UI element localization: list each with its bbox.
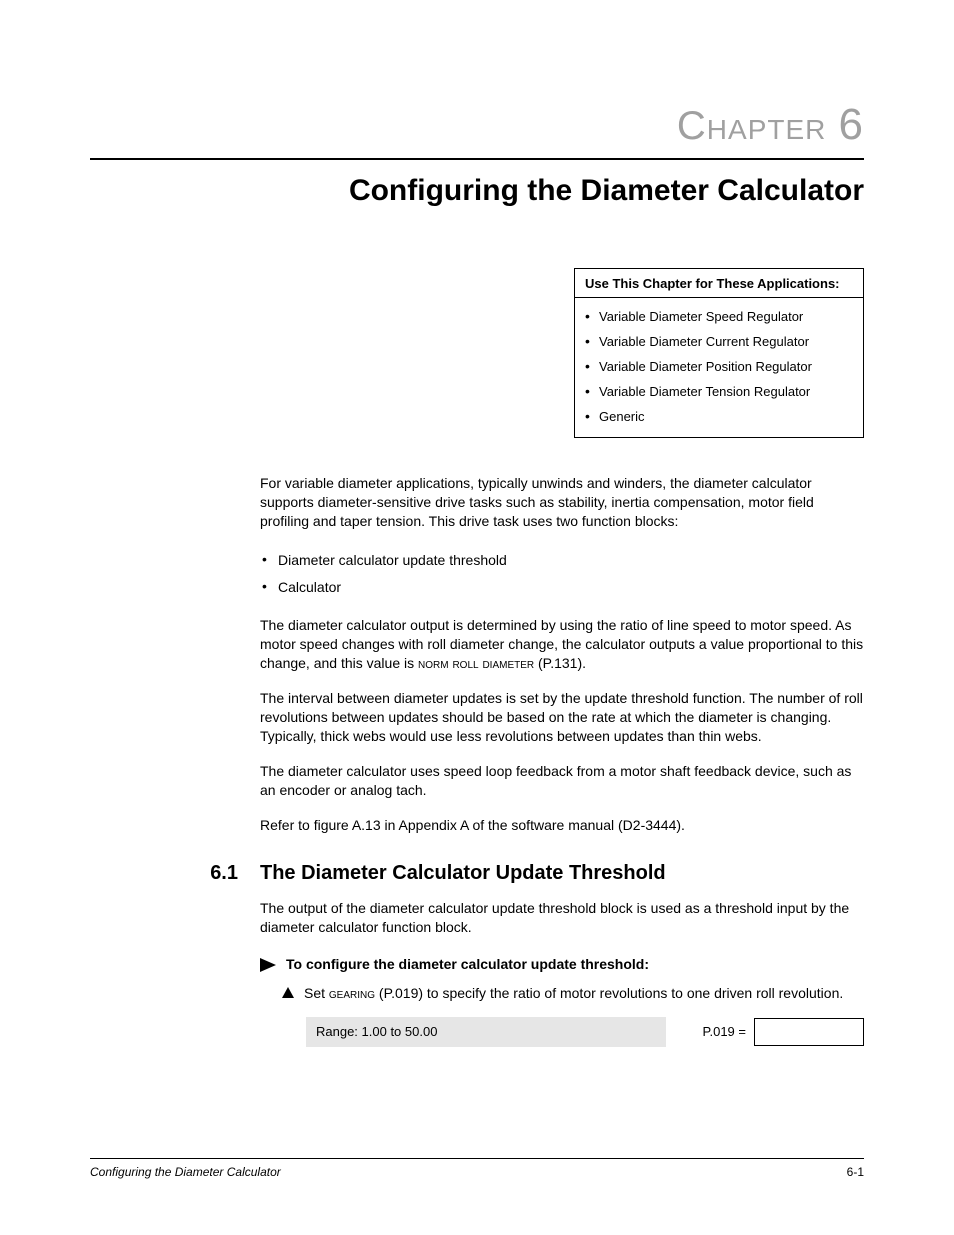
- triangle-up-icon: [282, 987, 294, 998]
- param-label: P.019 =: [702, 1023, 746, 1041]
- chapter-label: Chapter 6: [90, 100, 864, 150]
- text: Set: [304, 985, 329, 1001]
- applications-box: Use This Chapter for These Applications:…: [574, 268, 864, 438]
- body-paragraph: The interval between diameter updates is…: [260, 689, 864, 746]
- title-rule: [90, 158, 864, 160]
- applications-item: Variable Diameter Tension Regulator: [585, 379, 853, 404]
- function-block-list: Diameter calculator update threshold Cal…: [260, 547, 864, 601]
- body-paragraph: The diameter calculator output is determ…: [260, 616, 864, 673]
- list-item: Calculator: [260, 574, 864, 601]
- body-column: For variable diameter applications, typi…: [260, 474, 864, 834]
- range-box: Range: 1.00 to 50.00: [306, 1017, 666, 1047]
- body-paragraph: The diameter calculator uses speed loop …: [260, 762, 864, 800]
- applications-item: Generic: [585, 404, 853, 429]
- chapter-number: 6: [839, 100, 864, 149]
- section-number: 6.1: [90, 862, 260, 885]
- param-name: gearing: [329, 985, 375, 1001]
- procedure-title: To configure the diameter calculator upd…: [286, 955, 649, 974]
- footer-rule: [90, 1158, 864, 1159]
- intro-paragraph: For variable diameter applications, typi…: [260, 474, 864, 531]
- applications-header: Use This Chapter for These Applications:: [575, 269, 863, 298]
- procedure-heading: To configure the diameter calculator upd…: [260, 955, 864, 974]
- section-body: The output of the diameter calculator up…: [260, 899, 864, 1046]
- applications-item: Variable Diameter Current Regulator: [585, 329, 853, 354]
- section-heading: 6.1 The Diameter Calculator Update Thres…: [90, 862, 864, 885]
- section-title: The Diameter Calculator Update Threshold: [260, 862, 666, 885]
- page-footer: Configuring the Diameter Calculator 6-1: [90, 1158, 864, 1179]
- parameter-row: Range: 1.00 to 50.00 P.019 =: [306, 1017, 864, 1047]
- footer-row: Configuring the Diameter Calculator 6-1: [90, 1165, 864, 1179]
- step-text: Set gearing (P.019) to specify the ratio…: [304, 984, 843, 1003]
- play-icon: [260, 958, 276, 972]
- param-name: norm roll diameter: [418, 655, 534, 671]
- page-number: 6-1: [847, 1165, 864, 1179]
- chapter-title: Configuring the Diameter Calculator: [90, 174, 864, 208]
- param-value-input[interactable]: [754, 1018, 864, 1046]
- chapter-label-prefix: Chapter: [677, 104, 826, 148]
- page: Chapter 6 Configuring the Diameter Calcu…: [0, 0, 954, 1235]
- applications-item: Variable Diameter Speed Regulator: [585, 304, 853, 329]
- procedure-step: Set gearing (P.019) to specify the ratio…: [282, 984, 864, 1003]
- applications-list: Variable Diameter Speed Regulator Variab…: [575, 298, 863, 437]
- body-paragraph: Refer to figure A.13 in Appendix A of th…: [260, 816, 864, 835]
- text: (P.019) to specify the ratio of motor re…: [375, 985, 843, 1001]
- text: (P.131).: [534, 655, 586, 671]
- footer-title: Configuring the Diameter Calculator: [90, 1165, 281, 1179]
- list-item: Diameter calculator update threshold: [260, 547, 864, 574]
- section-intro: The output of the diameter calculator up…: [260, 899, 864, 937]
- applications-item: Variable Diameter Position Regulator: [585, 354, 853, 379]
